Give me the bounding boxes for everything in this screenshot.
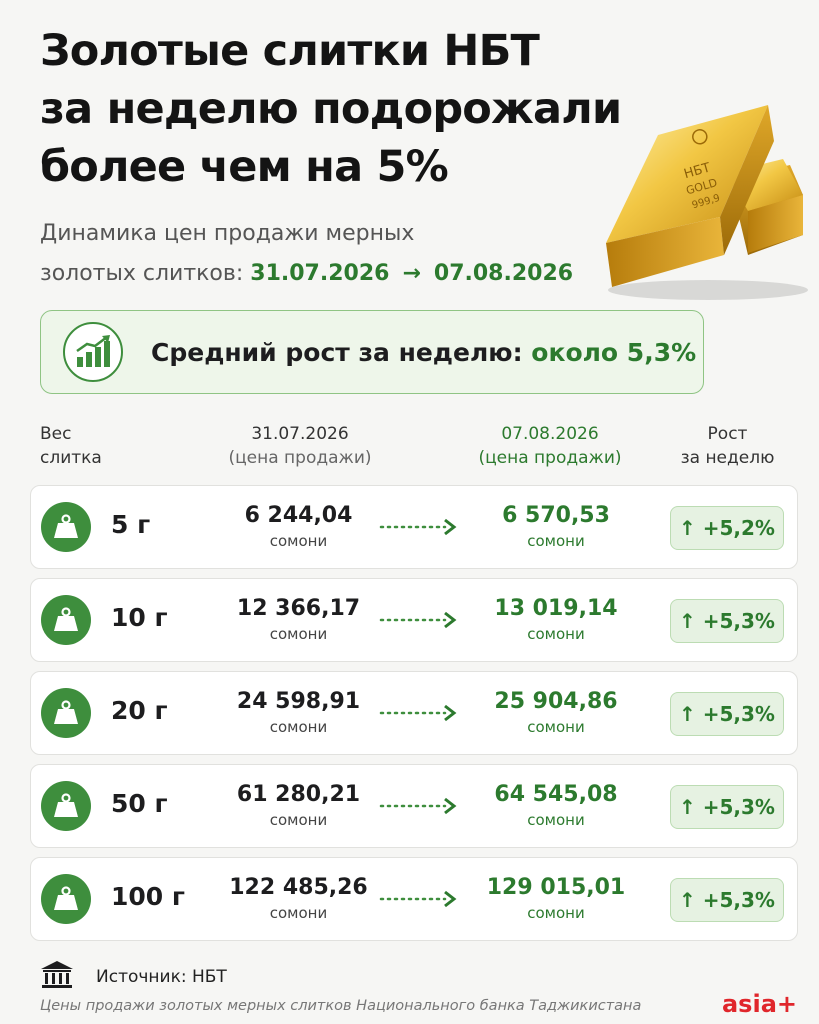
old-price-currency: сомони <box>269 532 328 550</box>
gold-bars-image: НБТ GOLD 999,9 <box>598 95 813 305</box>
old-price-currency: сомони <box>269 625 328 643</box>
new-price-value: 64 545,08 <box>494 782 618 807</box>
old-price-value: 12 366,17 <box>236 596 361 621</box>
new-price-value: 129 015,01 <box>486 875 626 900</box>
date-to: 07.08.2026 <box>433 261 574 286</box>
source: Источник: НБТ <box>40 960 227 994</box>
header-new-date: 07.08.2026 <box>501 424 599 444</box>
old-price: 24 598,91 сомони <box>221 688 376 738</box>
table-row: 100 г 122 485,26 сомони 129 015,01 сомони ↑ +… <box>30 857 798 941</box>
dotted-arrow-icon <box>379 888 461 910</box>
dotted-arrow-icon <box>379 516 461 538</box>
row-weight: 20 г <box>111 696 168 725</box>
old-price: 12 366,17 сомони <box>221 595 376 645</box>
old-price-currency: сомони <box>269 904 328 922</box>
header-old-sub: (цена продажи) <box>228 448 372 468</box>
new-price-value: 13 019,14 <box>494 596 618 621</box>
row-weight: 100 г <box>111 882 185 911</box>
subtitle: Динамика цен продажи мерных золотых слит… <box>40 214 620 294</box>
weight-icon <box>41 874 91 924</box>
title-line-2: за неделю подорожали <box>40 84 622 134</box>
row-weight: 10 г <box>111 603 168 632</box>
new-price: 64 545,08 сомони <box>471 781 641 831</box>
new-price-currency: сомони <box>527 904 585 922</box>
table-row: 5 г 6 244,04 сомони 6 570,53 сомони ↑ +5,2% <box>30 485 798 569</box>
header-growth-line-2: за неделю <box>680 448 775 468</box>
new-price-currency: сомони <box>527 811 585 829</box>
weight-icon <box>41 688 91 738</box>
old-price: 6 244,04 сомони <box>221 502 376 552</box>
growth-badge: ↑ +5,3% <box>670 692 784 736</box>
source-label: Источник: НБТ <box>96 967 227 987</box>
table-row: 10 г 12 366,17 сомони 13 019,14 сомони ↑ +5,3… <box>30 578 798 662</box>
footnote: Цены продажи золотых мерных слитков Наци… <box>40 998 642 1014</box>
date-from: 31.07.2026 <box>250 261 390 286</box>
row-weight: 5 г <box>111 510 151 539</box>
banner-value: около 5,3% <box>531 337 697 367</box>
dotted-arrow-icon <box>379 702 461 724</box>
weight-icon <box>41 595 91 645</box>
new-price-currency: сомони <box>527 532 585 550</box>
old-price-currency: сомони <box>269 811 328 829</box>
weight-icon <box>41 781 91 831</box>
header-growth-line-1: Рост <box>707 424 748 444</box>
average-growth-banner: Средний рост за неделю: около 5,3% <box>40 310 704 394</box>
subtitle-prefix: золотых слитков: <box>40 261 244 286</box>
new-price-value: 25 904,86 <box>494 689 618 714</box>
growth-badge: ↑ +5,3% <box>670 785 784 829</box>
old-price: 61 280,21 сомони <box>221 781 376 831</box>
title-line-3: более чем на 5% <box>40 142 449 192</box>
weight-icon <box>41 502 91 552</box>
header-growth: Рост за неделю <box>660 422 795 470</box>
dotted-arrow-icon <box>379 795 461 817</box>
growth-badge: ↑ +5,3% <box>670 878 784 922</box>
new-price: 129 015,01 сомони <box>471 874 641 924</box>
banner-label: Средний рост за неделю: <box>151 337 523 367</box>
arrow-right-icon: → <box>402 261 421 286</box>
growth-badge: ↑ +5,2% <box>670 506 784 550</box>
new-price: 13 019,14 сомони <box>471 595 641 645</box>
dotted-arrow-icon <box>379 609 461 631</box>
new-price-currency: сомони <box>527 718 585 736</box>
subtitle-line-1: Динамика цен продажи мерных <box>40 221 415 246</box>
new-price: 25 904,86 сомони <box>471 688 641 738</box>
new-price-value: 6 570,53 <box>502 503 610 528</box>
old-price-value: 122 485,26 <box>229 875 368 900</box>
old-price: 122 485,26 сомони <box>221 874 376 924</box>
header-new-sub: (цена продажи) <box>478 448 622 468</box>
subtitle-line-2: золотых слитков: 31.07.2026 → 07.08.2026 <box>40 254 620 294</box>
bar-stamp-line-1: НБТ <box>682 160 712 182</box>
old-price-currency: сомони <box>269 718 328 736</box>
growth-chart-icon <box>63 322 123 382</box>
header-new-price: 07.08.2026 (цена продажи) <box>470 422 630 470</box>
page-title: Золотые слитки НБТ за неделю подорожали … <box>40 22 622 196</box>
header-old-date: 31.07.2026 <box>251 424 349 444</box>
old-price-value: 61 280,21 <box>236 782 361 807</box>
growth-badge: ↑ +5,3% <box>670 599 784 643</box>
brand-logo: asia+ <box>721 990 797 1018</box>
table-row: 20 г 24 598,91 сомони 25 904,86 сомони ↑ +5,3… <box>30 671 798 755</box>
row-weight: 50 г <box>111 789 168 818</box>
old-price-value: 24 598,91 <box>236 689 361 714</box>
table-row: 50 г 61 280,21 сомони 64 545,08 сомони ↑ +5,3… <box>30 764 798 848</box>
header-weight-line-1: Вес <box>40 424 72 444</box>
header-weight: Вес слитка <box>40 422 120 470</box>
banner-text: Средний рост за неделю: около 5,3% <box>151 338 696 367</box>
header-old-price: 31.07.2026 (цена продажи) <box>215 422 385 470</box>
title-line-1: Золотые слитки НБТ <box>40 26 540 76</box>
new-price-currency: сомони <box>527 625 585 643</box>
bank-building-icon <box>40 960 74 994</box>
new-price: 6 570,53 сомони <box>471 502 641 552</box>
header-weight-line-2: слитка <box>40 448 102 468</box>
old-price-value: 6 244,04 <box>244 503 353 528</box>
